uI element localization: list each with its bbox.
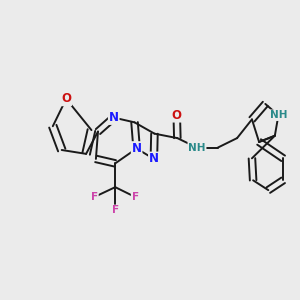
Text: NH: NH: [270, 110, 287, 120]
Text: F: F: [112, 205, 119, 215]
Text: F: F: [91, 192, 98, 202]
Text: N: N: [109, 111, 119, 124]
Text: F: F: [132, 192, 139, 202]
Text: O: O: [172, 109, 182, 122]
Text: N: N: [149, 152, 159, 165]
Text: N: N: [132, 142, 142, 155]
Text: O: O: [61, 92, 71, 105]
Text: NH: NH: [188, 142, 206, 153]
